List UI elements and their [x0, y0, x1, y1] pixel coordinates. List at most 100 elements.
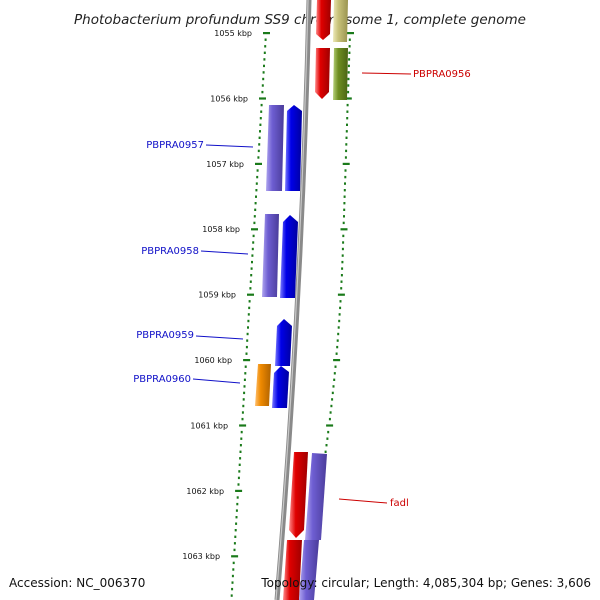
gene-pbpra0958[interactable] — [262, 214, 298, 298]
leader-line-pbpra0956 — [361, 72, 412, 75]
gene-pbpra0956-top[interactable] — [316, 0, 348, 42]
ruler-dot-right — [347, 64, 350, 68]
ruler-dot-left — [243, 378, 246, 381]
leader-line-pbpra0958 — [200, 250, 249, 255]
ruler-dot-left — [239, 450, 242, 453]
ruler-dot-right — [342, 234, 345, 238]
gene-pbpra0956[interactable] — [315, 48, 348, 100]
ruler-dot-left — [235, 509, 238, 512]
ruler-major-tick-right — [340, 228, 348, 231]
leader-line-pbpra0959 — [195, 335, 244, 340]
ruler-dot-right — [347, 84, 350, 87]
ruler-dot-left — [256, 175, 259, 179]
ruler-dot-left — [261, 84, 264, 87]
ruler-tick-label: 1058 kbp — [202, 225, 240, 234]
ruler-dot-right — [346, 117, 349, 120]
ruler-dot-left — [254, 202, 257, 205]
ruler-dot-left — [247, 326, 249, 329]
ruler-dot-left — [263, 64, 265, 68]
leader-line-fadl — [338, 498, 388, 504]
topology-text: Topology: circular; Length: 4,085,304 bp… — [260, 576, 591, 590]
ruler-dot-right — [335, 352, 338, 355]
ruler-dot-left — [250, 274, 253, 277]
ruler-tick-label: 1061 kbp — [190, 421, 228, 430]
ruler-dot-left — [253, 215, 256, 218]
ruler-dot-right — [336, 345, 339, 349]
ruler-dot-left — [247, 319, 250, 323]
ruler-tick-label: 1057 kbp — [206, 160, 244, 169]
map-title: Photobacterium profundum SS9 chromosome … — [74, 12, 526, 28]
ruler-major-tick-left — [259, 97, 266, 100]
ruler-dot-right — [343, 208, 346, 211]
ruler-tick-label: 1059 kbp — [198, 291, 236, 300]
ruler-dot-right — [347, 71, 350, 74]
ruler-dot-right — [340, 287, 343, 290]
ruler-dot-left — [233, 548, 236, 552]
ruler-dot-left — [262, 71, 265, 74]
ruler-dot-right — [348, 51, 351, 54]
ruler-dot-right — [338, 313, 341, 316]
ruler-tick-labels: 1055 kbp 1056 kbp 1057 kbp 1058 kbp 1059 kbp… — [182, 29, 252, 561]
ruler-dot-left — [258, 143, 261, 146]
ruler-major-tick-right — [344, 97, 352, 100]
ruler-dot-right — [342, 221, 345, 225]
ruler-dot-left — [262, 77, 265, 81]
gene-pbpra0960[interactable] — [255, 364, 289, 408]
ruler-dot-left — [252, 241, 255, 244]
gene-pbpra0959[interactable] — [275, 319, 292, 366]
ruler-dot-left — [242, 398, 245, 401]
ruler-major-tick-left — [255, 162, 262, 165]
ruler-dot-left — [238, 463, 241, 466]
ruler-dot-left — [259, 123, 262, 126]
ruler-dot-right — [343, 195, 346, 198]
ruler-dot-right — [343, 215, 345, 218]
ruler-dot-right — [340, 280, 343, 283]
ruler-dot-left — [234, 535, 237, 538]
ruler-dot-left — [260, 110, 263, 113]
gene-label-pbpra0958[interactable]: PBPRA0958 — [141, 246, 199, 257]
ruler-dot-left — [264, 38, 267, 41]
ruler-tick-label: 1056 kbp — [210, 94, 248, 103]
ruler-dot-left — [260, 103, 263, 107]
gene-label-pbpra0959[interactable]: PBPRA0959 — [136, 330, 194, 341]
ruler-dot-left — [259, 117, 262, 120]
ruler-dot-left — [245, 345, 248, 349]
ruler-tick-label: 1055 kbp — [214, 29, 252, 38]
ruler-dot-left — [236, 502, 239, 506]
ruler-dot-right — [331, 398, 334, 401]
ruler-track-left — [230, 32, 270, 597]
ruler-tick-label: 1060 kbp — [194, 356, 232, 365]
ruler-dot-left — [235, 522, 238, 525]
ruler-dot-right — [339, 306, 342, 310]
ruler-dot-right — [346, 103, 349, 107]
ruler-dot-right — [344, 182, 346, 185]
ruler-dot-right — [346, 123, 348, 126]
ruler-major-tick-left — [235, 489, 243, 492]
gene-pbpra0957[interactable] — [266, 105, 302, 191]
ruler-dot-left — [242, 404, 245, 408]
genome-backbone-highlight — [275, 0, 309, 600]
gene-label-fadl[interactable]: fadl — [390, 498, 409, 509]
ruler-dot-left — [256, 169, 259, 172]
ruler-dot-left — [247, 313, 250, 316]
ruler-dot-left — [234, 529, 237, 532]
ruler-major-tick-right — [326, 424, 334, 427]
gene-fadl[interactable] — [283, 452, 327, 600]
ruler-dot-left — [244, 372, 247, 375]
ruler-dot-right — [326, 437, 329, 440]
gene-label-pbpra0956[interactable]: PBPRA0956 — [413, 69, 471, 80]
ruler-dot-left — [239, 444, 242, 447]
ruler-dot-left — [238, 470, 241, 473]
ruler-dot-right — [344, 175, 347, 179]
ruler-dot-left — [233, 542, 236, 545]
ruler-dot-left — [246, 332, 249, 336]
ruler-dot-left — [255, 189, 258, 192]
ruler-dot-left — [243, 385, 246, 388]
ruler-dot-left — [249, 280, 252, 283]
leader-line-pbpra0957 — [205, 144, 254, 148]
gene-label-pbpra0960[interactable]: PBPRA0960 — [133, 374, 191, 385]
ruler-dot-left — [240, 430, 243, 434]
ruler-dot-left — [264, 45, 267, 48]
ruler-dot-right — [325, 444, 328, 447]
gene-label-pbpra0957[interactable]: PBPRA0957 — [146, 140, 204, 151]
